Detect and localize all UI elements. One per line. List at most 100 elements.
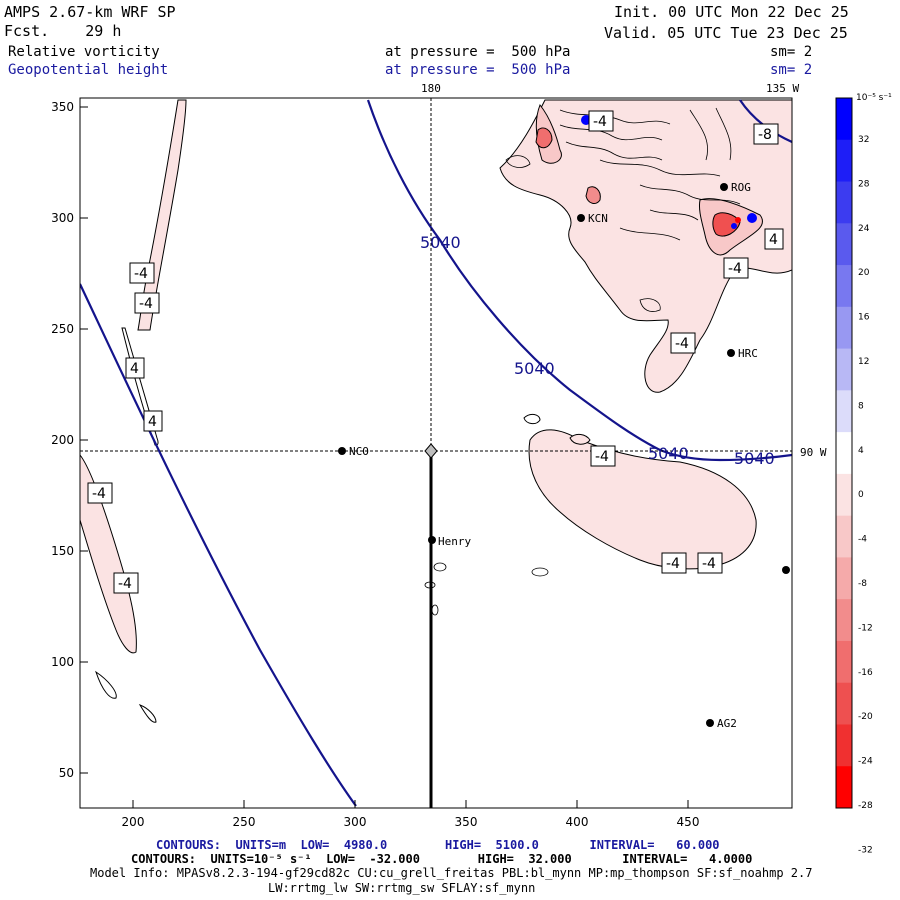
colorbar-label: -32 bbox=[858, 845, 873, 855]
vorticity-small-contours bbox=[424, 562, 549, 616]
x-tick-label: 350 bbox=[455, 815, 478, 829]
colorbar-frame bbox=[835, 97, 853, 809]
vort-label: -4 bbox=[118, 576, 132, 592]
vort-label: -4 bbox=[702, 556, 716, 572]
colorbar-swatch bbox=[836, 223, 852, 266]
meridian-labels: 180 135 W 90 W bbox=[421, 82, 827, 459]
vort-label: 4 bbox=[769, 232, 778, 248]
colorbar-label: 0 bbox=[858, 490, 864, 500]
vorticity-positive-dot-2 bbox=[747, 213, 757, 223]
footer-vorticity-contours: CONTOURS: UNITS=10⁻⁵ s⁻¹ LOW= -32.000 HI… bbox=[131, 852, 753, 866]
x-tick-label: 400 bbox=[566, 815, 589, 829]
vorticity-negative-dot-1 bbox=[735, 217, 741, 223]
colorbar-label: 28 bbox=[858, 179, 870, 189]
vorticity-core-red bbox=[712, 212, 741, 237]
colorbar-unit: 10⁻⁵ s⁻¹ bbox=[856, 93, 892, 103]
init-time: Init. 00 UTC Mon 22 Dec 25 bbox=[614, 3, 849, 21]
footer-model-info: Model Info: MPASv8.2.3-194-gf29cd82c CU:… bbox=[90, 866, 813, 880]
colorbar-swatch bbox=[836, 557, 852, 600]
station-kcn: KCN bbox=[577, 212, 608, 225]
station-henry: Henry bbox=[428, 535, 471, 548]
height-contour-middle bbox=[366, 99, 721, 462]
vort-label-box: -4 bbox=[129, 262, 155, 284]
south-pole-marker bbox=[424, 443, 438, 459]
vort-label: -4 bbox=[139, 296, 153, 312]
colorbar-swatch bbox=[836, 348, 852, 391]
height-contour-left bbox=[80, 283, 357, 807]
colorbar-swatch bbox=[836, 640, 852, 684]
vort-label: 4 bbox=[148, 414, 157, 430]
x-axis-labels: 200 250 300 350 400 450 bbox=[122, 815, 700, 829]
station-label: ROG bbox=[731, 181, 751, 194]
x-tick-label: 200 bbox=[122, 815, 145, 829]
x-tick-label: 250 bbox=[233, 815, 256, 829]
colorbar-swatch bbox=[836, 724, 852, 767]
x-tick-label: 450 bbox=[677, 815, 700, 829]
station-label: KCN bbox=[588, 212, 608, 225]
colorbar-label: -4 bbox=[858, 535, 867, 545]
colorbar-label: 8 bbox=[858, 401, 864, 411]
stations: NCO Henry KCN ROG HRC AG2 bbox=[338, 181, 790, 730]
map-frame bbox=[79, 97, 793, 809]
colorbar-swatch bbox=[836, 181, 852, 224]
colorbar-swatch bbox=[836, 766, 852, 809]
station-nco: NCO bbox=[338, 445, 369, 458]
vort-label-box: -4 bbox=[87, 482, 113, 504]
vorticity-positive-dot-3 bbox=[731, 223, 737, 229]
station-label: AG2 bbox=[717, 717, 737, 730]
colorbar-label: 20 bbox=[858, 268, 870, 278]
colorbar-swatch bbox=[836, 473, 852, 517]
vorticity-labels: -4 -4 4 4 -4 -4 -4 -4 -4 -4 -4 4 -8 -4 bbox=[87, 110, 784, 594]
vort-label-box: -4 bbox=[590, 445, 616, 467]
y-tick-label: 300 bbox=[51, 211, 74, 225]
y-axis-labels: 350 300 250 200 150 100 50 bbox=[51, 100, 74, 780]
y-tick-label: 250 bbox=[51, 322, 74, 336]
vort-label: -4 bbox=[595, 449, 609, 465]
colorbar-swatch bbox=[836, 306, 852, 350]
colorbar-label: 12 bbox=[858, 357, 869, 367]
colorbar-swatch bbox=[836, 98, 852, 141]
colorbar-swatch bbox=[836, 682, 852, 725]
colorbar-swatch bbox=[836, 265, 852, 308]
y-tick-label: 200 bbox=[51, 433, 74, 447]
station-hrc: HRC bbox=[727, 347, 758, 360]
forecast-hour: Fcst. 29 h bbox=[4, 22, 122, 40]
field1-level: at pressure = 500 hPa bbox=[385, 44, 571, 60]
colorbar-label: -12 bbox=[858, 623, 873, 633]
vort-label: -4 bbox=[593, 114, 607, 130]
meridian-label-180: 180 bbox=[421, 82, 441, 95]
vorticity-blob-small-2 bbox=[523, 413, 541, 425]
vort-label: -4 bbox=[728, 261, 742, 277]
field2-smoothing: sm= 2 bbox=[770, 62, 813, 78]
station-label: NCO bbox=[349, 445, 369, 458]
vort-label-box: -4 bbox=[661, 552, 687, 574]
field1-smoothing: sm= 2 bbox=[770, 44, 813, 60]
x-tick-label: 300 bbox=[344, 815, 367, 829]
field2-name: Geopotential height bbox=[8, 62, 169, 78]
height-label: 5040 bbox=[420, 233, 461, 252]
y-tick-label: 50 bbox=[59, 766, 74, 780]
height-label: 5040 bbox=[648, 444, 689, 463]
field1-name: Relative vorticity bbox=[8, 44, 160, 60]
colorbar-label: 16 bbox=[858, 313, 870, 323]
vort-label-box: -4 bbox=[670, 332, 696, 354]
colorbar-label: 32 bbox=[858, 135, 869, 145]
vorticity-core-red-kcn bbox=[585, 186, 601, 204]
vort-label: -4 bbox=[92, 486, 106, 502]
axis-ticks bbox=[80, 106, 689, 808]
vort-label-box: -4 bbox=[697, 552, 723, 574]
vort-label-box: -4 bbox=[134, 292, 160, 314]
colorbar-label: -16 bbox=[858, 668, 873, 678]
colorbar-label: -28 bbox=[858, 801, 873, 811]
colorbar-labels: 32 28 24 20 16 12 8 4 0 -4 -8 -12 -16 -20 -24 -28 -32 bbox=[858, 135, 873, 855]
station-ag2: AG2 bbox=[706, 717, 737, 730]
y-tick-label: 100 bbox=[51, 655, 74, 669]
height-contour-right-end bbox=[719, 453, 792, 462]
vorticity-blob-small-1 bbox=[569, 433, 591, 445]
vort-label-box: -8 bbox=[753, 123, 779, 145]
footer-height-contours: CONTOURS: UNITS=m LOW= 4980.0 HIGH= 5100… bbox=[156, 838, 720, 852]
colorbar-label: 24 bbox=[858, 224, 870, 234]
vort-label: 4 bbox=[130, 361, 139, 377]
y-tick-label: 350 bbox=[51, 100, 74, 114]
